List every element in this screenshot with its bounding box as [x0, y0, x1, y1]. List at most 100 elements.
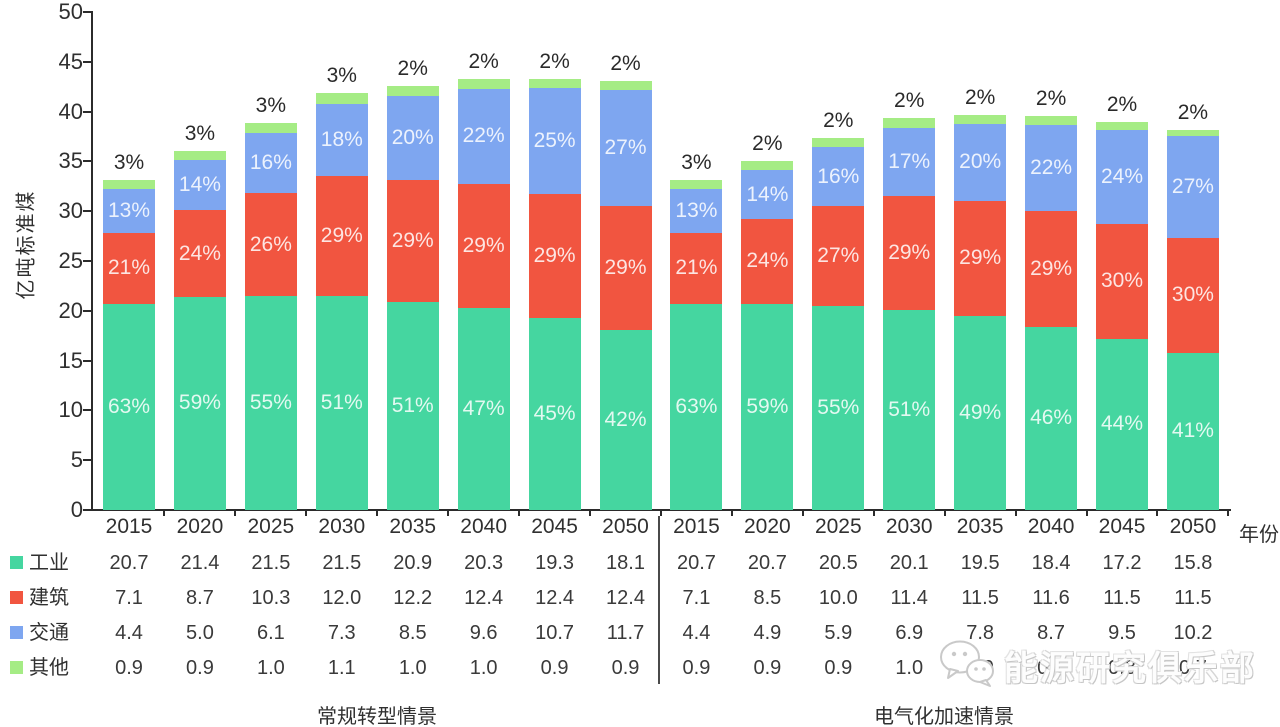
segment-percent-label: 18% — [320, 127, 363, 151]
scenario-label-conventional: 常规转型情景 — [317, 706, 437, 727]
bar-segment-others — [954, 114, 1007, 124]
bar-segment-buildings: 29% — [883, 196, 936, 310]
bar-电气化加速情景-2025: 55% 27% 16% — [812, 138, 865, 510]
bar-常规转型情景-2050: 42% 29% 27% — [599, 80, 652, 510]
bar-电气化加速情景-2040: 46% 29% 22% — [1025, 115, 1078, 510]
year-label: 2050 — [1169, 515, 1217, 538]
buildings-legend-swatch — [10, 591, 23, 604]
industry-legend-swatch — [10, 556, 23, 569]
bar-segment-transport: 17% — [883, 127, 936, 197]
x-tick — [1156, 510, 1159, 516]
segment-percent-label: 27% — [817, 244, 860, 267]
y-tick — [83, 110, 91, 113]
bar-segment-buildings: 24% — [741, 219, 794, 304]
table-cell-buildings: 12.2 — [393, 587, 433, 609]
table-cell-industry: 18.4 — [1031, 552, 1071, 574]
table-cell-buildings: 11.4 — [890, 587, 928, 609]
bar-segment-buildings: 26% — [244, 193, 297, 296]
legend-label-transport: 交通 — [29, 622, 69, 644]
bar-segment-buildings: 29% — [1025, 211, 1078, 327]
table-cell-industry: 20.9 — [393, 552, 433, 574]
table-cell-buildings: 10.3 — [251, 587, 291, 609]
y-tick-label: 50 — [58, 0, 83, 24]
segment-percent-label: 59% — [746, 394, 789, 418]
year-label: 2040 — [460, 515, 507, 538]
table-cell-others: 0.9 — [682, 657, 711, 679]
bar-segment-industry: 51% — [883, 309, 936, 510]
segment-percent-label: 29% — [320, 224, 363, 248]
bar-segment-industry: 63% — [103, 303, 155, 510]
segment-percent-label: 59% — [178, 391, 221, 415]
bar-segment-buildings: 29% — [315, 176, 368, 296]
bar-segment-buildings: 30% — [1166, 238, 1219, 353]
table-cell-transport: 5.0 — [186, 622, 214, 644]
y-tick — [83, 11, 91, 13]
segment-percent-label: 24% — [746, 249, 789, 273]
bar-segment-buildings: 24% — [173, 210, 226, 297]
segment-percent-label: 29% — [604, 255, 647, 279]
table-cell-transport: 4.4 — [682, 622, 711, 644]
table-cell-transport: 8.7 — [1037, 622, 1065, 644]
bar-segment-buildings: 29% — [457, 184, 510, 308]
segment-percent-label: 46% — [1030, 406, 1073, 430]
x-tick — [589, 510, 592, 516]
segment-percent-label: 45% — [533, 401, 576, 425]
bar-segment-buildings: 29% — [599, 206, 652, 330]
bar-segment-others — [599, 80, 652, 90]
bar-top-label: 3% — [255, 93, 287, 117]
year-label: 2045 — [531, 515, 578, 538]
y-tick-label: 40 — [58, 98, 83, 124]
bar-常规转型情景-2045: 45% 29% 25% — [528, 78, 581, 510]
bar-top-label: 2% — [610, 51, 641, 75]
table-cell-buildings: 11.5 — [1174, 587, 1212, 609]
table-cell-transport: 7.3 — [327, 622, 356, 644]
table-cell-industry: 20.3 — [464, 552, 504, 574]
segment-percent-label: 27% — [604, 135, 647, 159]
table-cell-transport: 8.5 — [398, 622, 427, 644]
segment-percent-label: 30% — [1171, 283, 1214, 307]
y-tick-label: 30 — [58, 198, 83, 224]
wechat-icon — [938, 638, 996, 693]
table-cell-transport: 5.9 — [824, 622, 853, 644]
segment-percent-label: 26% — [249, 232, 292, 256]
bar-segment-buildings: 27% — [812, 206, 865, 306]
bar-top-label: 2% — [468, 49, 499, 73]
segment-percent-label: 55% — [249, 390, 292, 414]
segment-percent-label: 51% — [391, 393, 434, 417]
table-cell-industry: 21.4 — [180, 552, 220, 574]
table-cell-others: 0.9 — [186, 657, 214, 679]
bar-segment-buildings: 29% — [386, 180, 439, 302]
segment-percent-label: 20% — [391, 125, 434, 149]
year-label: 2020 — [176, 515, 224, 538]
segment-percent-label: 25% — [533, 128, 576, 152]
bar-segment-transport: 16% — [244, 132, 297, 194]
table-cell-buildings: 10.0 — [818, 587, 858, 609]
bar-segment-transport: 13% — [670, 189, 723, 234]
bar-常规转型情景-2020: 59% 24% 14% — [173, 151, 226, 510]
table-cell-others: 0.7 — [1179, 657, 1207, 679]
table-cell-industry: 19.5 — [960, 552, 1000, 574]
table-cell-transport: 9.5 — [1108, 622, 1136, 644]
bar-segment-buildings: 29% — [954, 201, 1007, 316]
x-tick — [1014, 510, 1017, 516]
y-tick — [83, 359, 91, 362]
segment-percent-label: 30% — [1101, 269, 1144, 293]
table-cell-others: 1.0 — [895, 657, 924, 679]
table-cell-others: 0.9 — [115, 657, 143, 679]
bar-segment-industry: 49% — [954, 315, 1007, 510]
bar-segment-industry: 51% — [386, 301, 439, 510]
table-cell-industry: 21.5 — [322, 552, 362, 574]
segment-percent-label: 13% — [675, 199, 718, 223]
table-cell-industry: 20.7 — [109, 552, 149, 574]
x-tick — [872, 510, 875, 516]
bar-top-label: 2% — [752, 132, 783, 156]
bar-电气化加速情景-2045: 44% 30% 24% — [1096, 121, 1149, 510]
table-cell-industry: 18.1 — [606, 552, 645, 574]
segment-percent-label: 13% — [107, 199, 151, 223]
transport-legend-swatch — [10, 626, 23, 639]
segment-percent-label: 21% — [107, 256, 151, 280]
table-cell-others: 1.0 — [469, 657, 498, 679]
x-tick — [305, 510, 308, 516]
bar-segment-industry: 47% — [457, 307, 510, 510]
